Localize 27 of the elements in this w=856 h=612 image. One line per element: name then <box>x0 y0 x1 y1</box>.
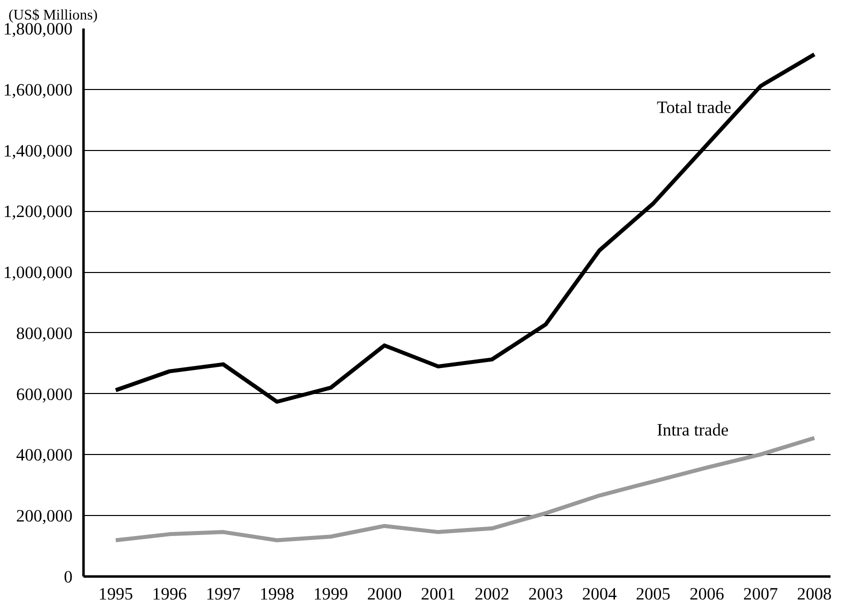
y-tick-label: 400,000 <box>16 446 73 465</box>
x-tick-label: 2007 <box>743 584 778 604</box>
x-tick-label: 1995 <box>98 584 134 604</box>
series-label: Total trade <box>656 98 732 117</box>
x-tick-label: 2003 <box>528 584 563 604</box>
y-tick-label: 1,600,000 <box>3 80 72 100</box>
line-series <box>114 436 816 542</box>
x-tick-label: 1999 <box>313 584 348 604</box>
x-tick-label: 1996 <box>152 584 188 604</box>
series-label: Intra trade <box>656 420 729 440</box>
y-tick-label: 200,000 <box>16 506 73 526</box>
x-tick-label: 2000 <box>367 584 402 604</box>
x-tick-label: 1998 <box>260 584 294 604</box>
x-tick-label: 2002 <box>474 584 510 604</box>
x-tick-label: 2006 <box>690 584 725 604</box>
y-tick-label: 800,000 <box>16 324 73 343</box>
x-tick-label: 2001 <box>420 584 456 604</box>
y-axis-title: (US$ Millions) <box>8 8 98 24</box>
x-tick-label: 2008 <box>797 584 832 604</box>
x-tick-label: 2005 <box>636 584 670 604</box>
y-tick-label: 1,000,000 <box>3 263 72 282</box>
x-tick-label: 1997 <box>206 584 241 604</box>
y-tick-label: 600,000 <box>16 384 73 404</box>
x-tick-label: 2004 <box>582 584 618 604</box>
y-tick-label: 1,400,000 <box>3 141 72 160</box>
y-tick-label: 0 <box>64 568 73 586</box>
y-tick-label: 1,200,000 <box>3 202 72 222</box>
